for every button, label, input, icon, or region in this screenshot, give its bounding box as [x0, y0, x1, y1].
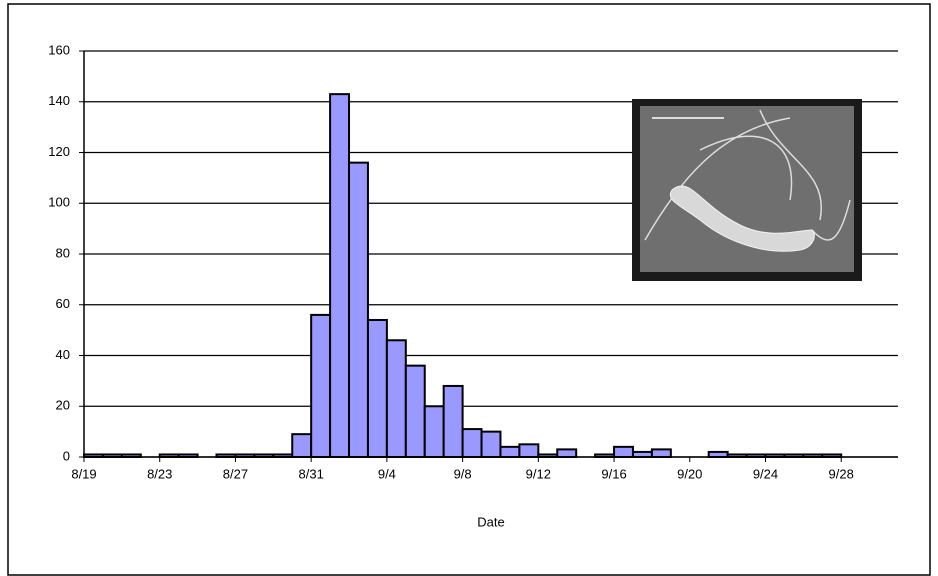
x-tick-label: 8/23 [147, 466, 172, 481]
bar [310, 313, 332, 458]
bar [348, 161, 369, 458]
bacterium [669, 185, 815, 252]
bar [366, 318, 388, 458]
bar [461, 428, 483, 458]
x-tick-label: 9/28 [829, 466, 854, 481]
bar [631, 450, 653, 458]
y-tick-label: 140 [48, 93, 70, 108]
y-tick-label: 120 [48, 144, 70, 159]
x-tick-label: 9/20 [677, 466, 702, 481]
bar [707, 450, 729, 458]
bar [499, 445, 521, 459]
y-tick-label: 0 [63, 448, 70, 463]
bar [518, 443, 540, 458]
chart-frame [7, 3, 931, 576]
bar [291, 433, 313, 459]
x-tick-label: 8/19 [71, 466, 96, 481]
x-tick-label: 9/12 [526, 466, 551, 481]
flagella [644, 109, 851, 241]
bar [556, 448, 578, 459]
y-tick-label: 20 [56, 398, 70, 413]
y-tick-label: 60 [56, 296, 70, 311]
y-tick-label: 160 [48, 42, 70, 57]
x-tick-label: 9/8 [454, 466, 472, 481]
bar [385, 339, 407, 458]
bar [329, 93, 351, 458]
bar [613, 445, 634, 459]
y-tick-label: 100 [48, 195, 70, 210]
bar [480, 430, 502, 458]
x-tick-label: 9/16 [601, 466, 626, 481]
micrograph-inset [632, 99, 862, 281]
bar [423, 405, 445, 458]
x-tick-label: 9/24 [753, 466, 778, 481]
y-tick-label: 40 [56, 347, 70, 362]
x-tick-label: 8/31 [299, 466, 324, 481]
y-tick-label: 80 [56, 245, 70, 260]
x-tick-label: 9/4 [378, 466, 396, 481]
bar [404, 364, 426, 458]
bar [650, 448, 672, 459]
bar [442, 384, 464, 459]
x-tick-label: 8/27 [223, 466, 248, 481]
x-axis-label: Date [477, 514, 504, 529]
